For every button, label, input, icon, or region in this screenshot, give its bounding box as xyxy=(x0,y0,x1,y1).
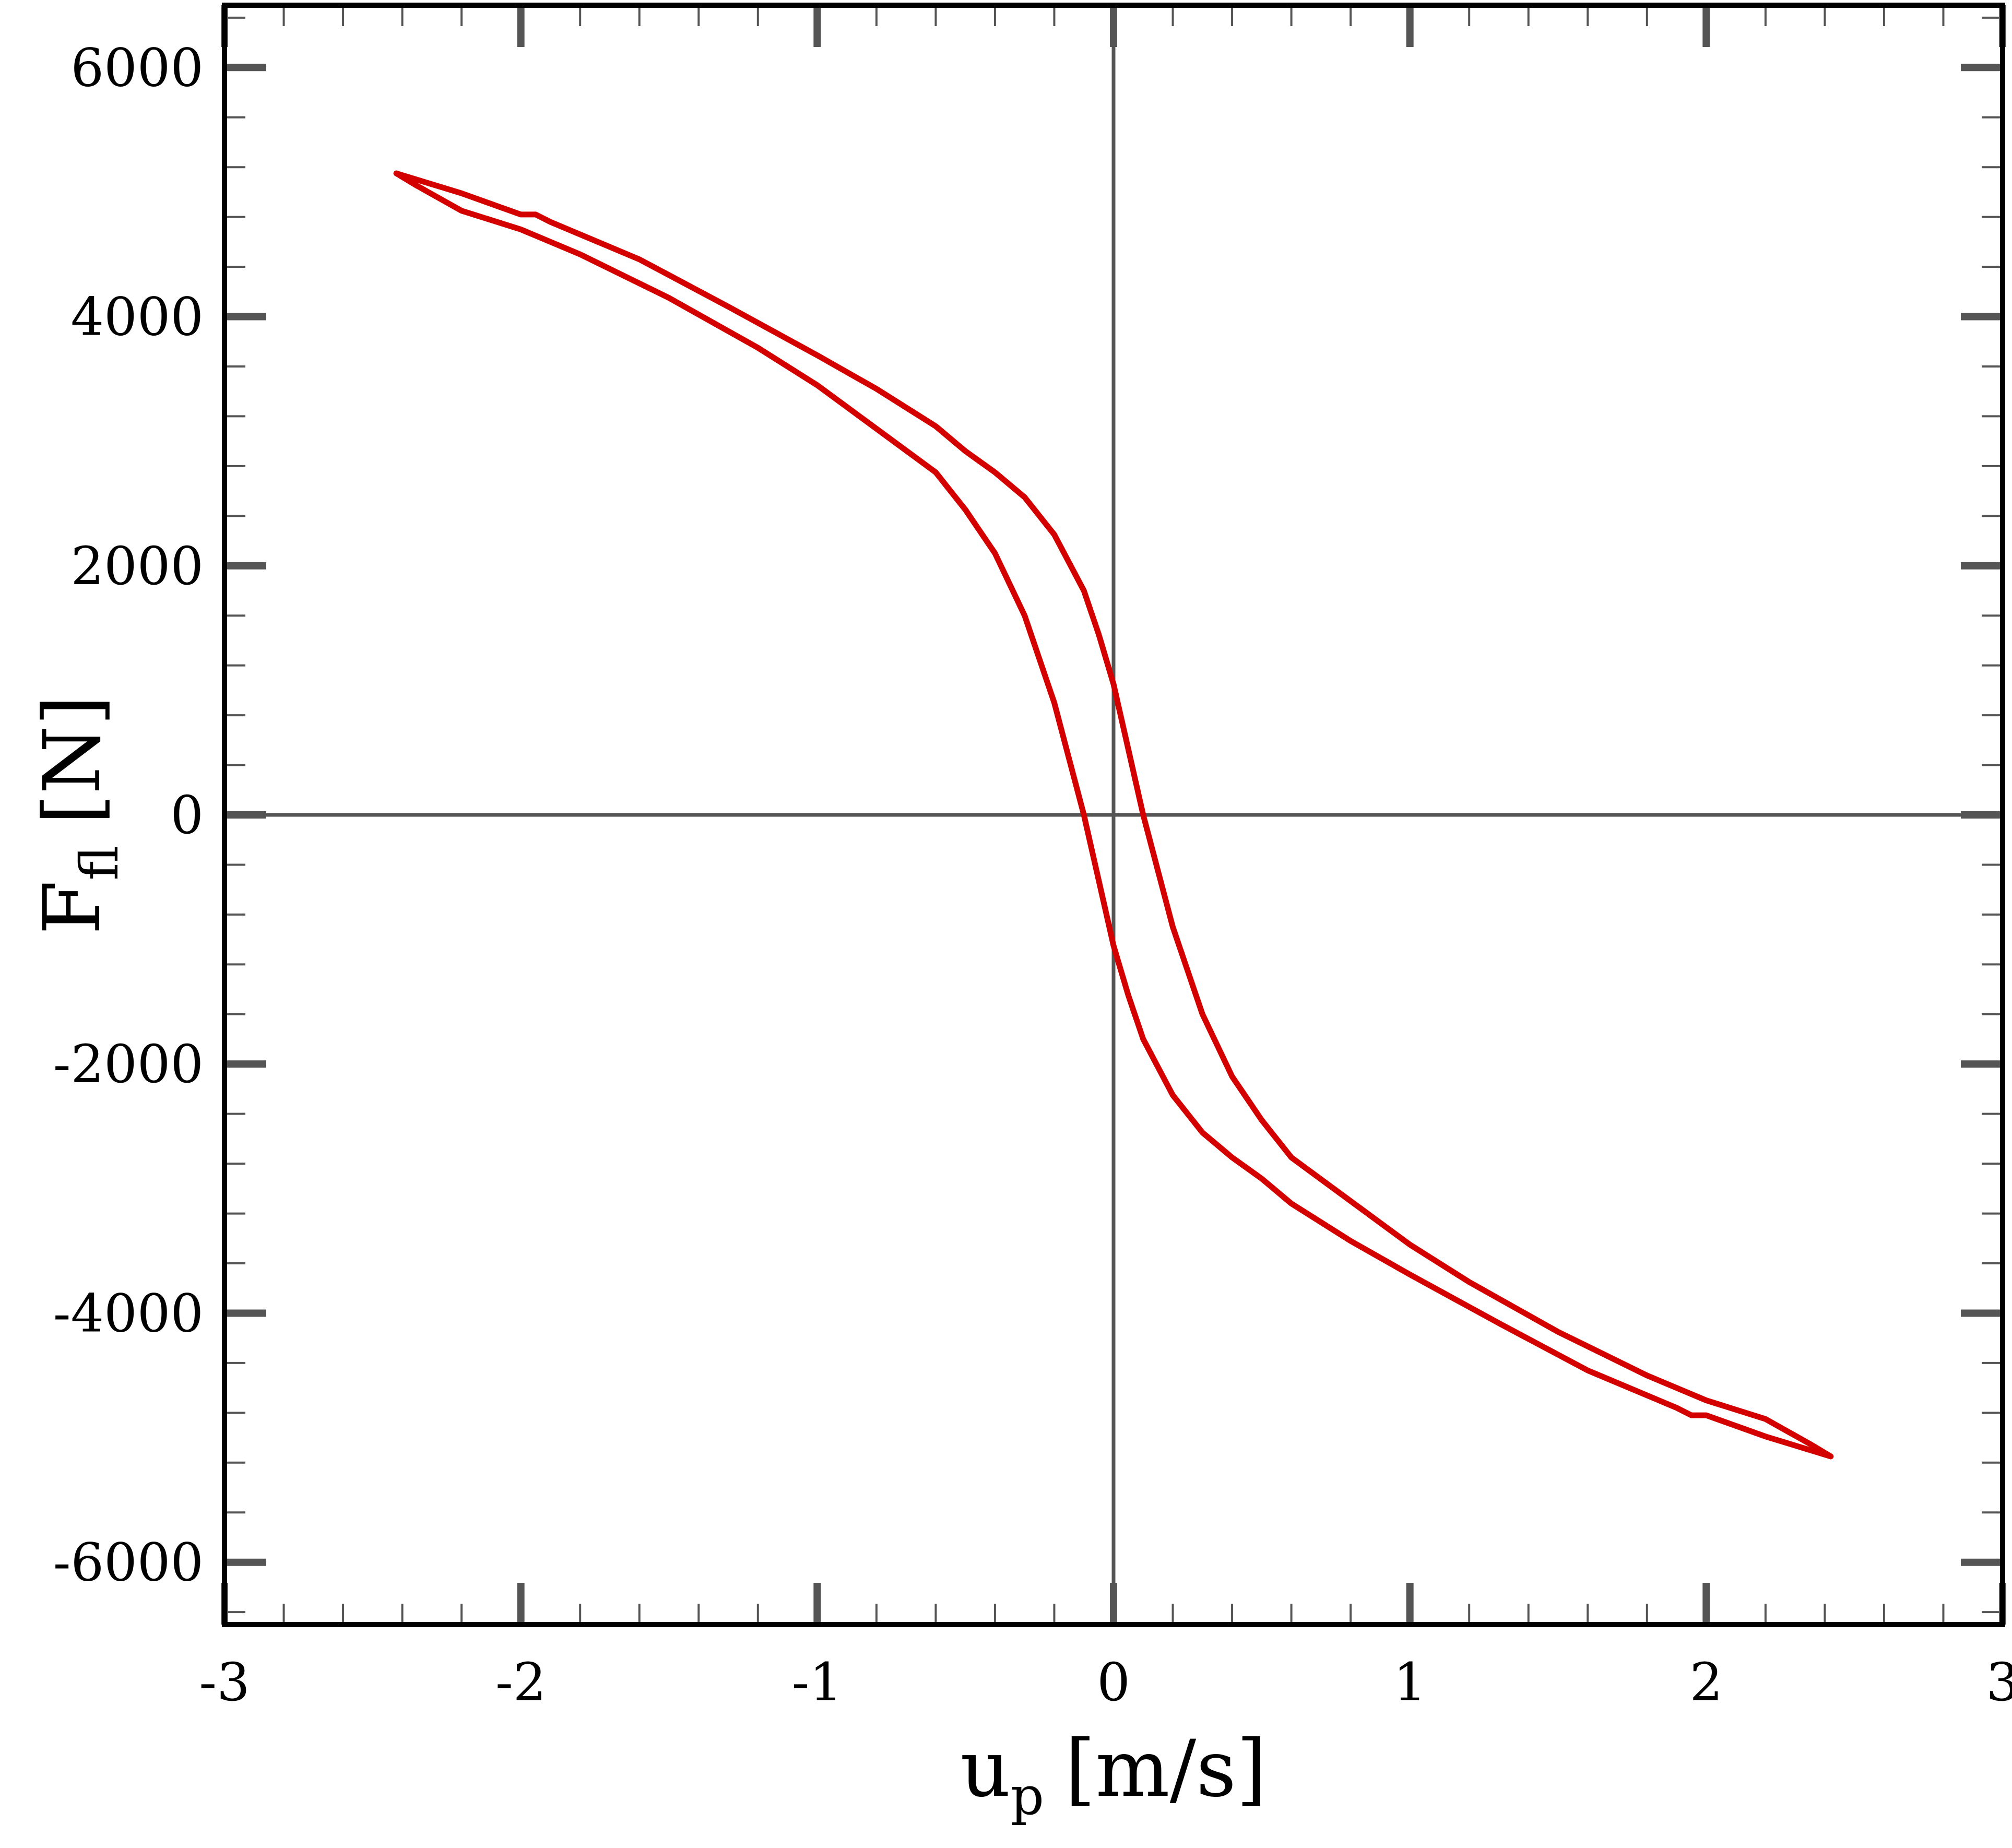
x-tick-label: 2 xyxy=(1690,1652,1723,1713)
y-tick-label: 6000 xyxy=(71,37,204,98)
y-tick-label: -2000 xyxy=(53,1034,204,1095)
y-axis-title-main: F xyxy=(27,880,118,934)
x-tick-label: -2 xyxy=(495,1652,546,1713)
x-tick-label: 3 xyxy=(1986,1652,2012,1713)
y-tick-label: -4000 xyxy=(53,1283,204,1344)
y-tick-label: -6000 xyxy=(53,1532,204,1593)
y-tick-label: 4000 xyxy=(71,287,204,348)
x-axis-title: up [m/s] xyxy=(960,1724,1267,1827)
x-axis-title-unit: [m/s] xyxy=(1065,1724,1267,1815)
x-tick-label: 0 xyxy=(1097,1652,1130,1713)
x-axis-title-sub: p xyxy=(1011,1766,1044,1827)
series-layer xyxy=(393,170,1834,1460)
y-axis-title-sub: fl xyxy=(69,846,130,881)
x-axis-title-main: u xyxy=(960,1724,1011,1815)
series-line-2 xyxy=(393,170,1834,1460)
series-line-1 xyxy=(393,170,1834,1460)
x-tick-label: -3 xyxy=(199,1652,250,1713)
y-tick-labels: -6000 -4000 -2000 0 2000 4000 6000 xyxy=(53,37,204,1593)
x-tick-label: -1 xyxy=(792,1652,843,1713)
y-tick-label: 0 xyxy=(170,785,204,846)
y-tick-label: 2000 xyxy=(71,536,204,597)
plot-frame xyxy=(222,3,2005,1627)
y-axis-title-unit: [N] xyxy=(27,695,118,824)
x-tick-label: 1 xyxy=(1393,1652,1427,1713)
zero-lines xyxy=(224,5,2003,1625)
x-tick-labels: -3 -2 -1 0 1 2 3 xyxy=(199,1652,2012,1713)
y-axis-title: Ffl [N] xyxy=(27,695,130,934)
